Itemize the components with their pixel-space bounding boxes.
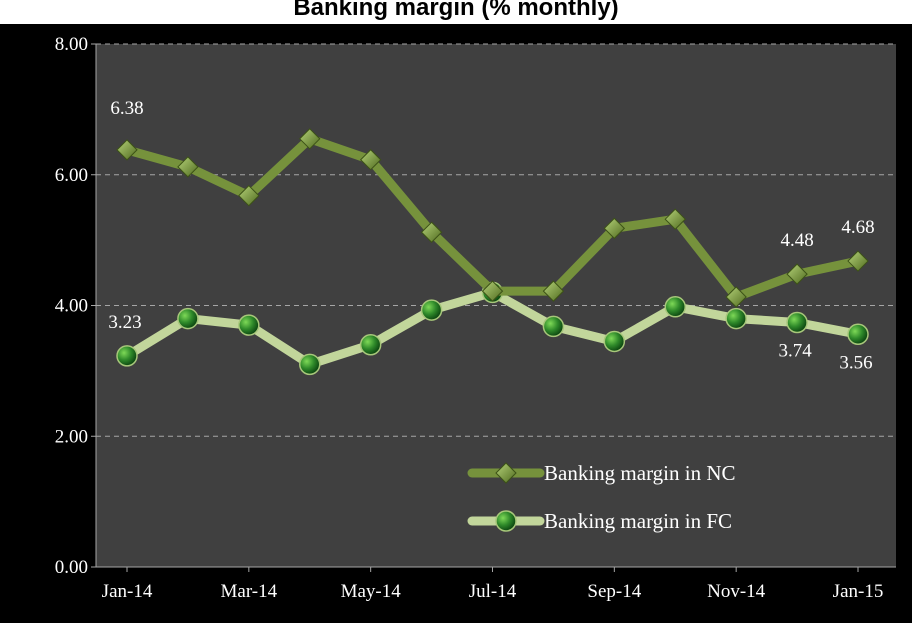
x-tick-label: Jan-14 bbox=[102, 581, 153, 602]
y-tick-label: 8.00 bbox=[55, 34, 88, 55]
data-point bbox=[786, 263, 808, 285]
data-point bbox=[177, 307, 199, 330]
legend-swatch-marker bbox=[495, 510, 517, 532]
data-point bbox=[664, 208, 686, 230]
data-point bbox=[299, 128, 321, 150]
chart-area: 0.00 2.00 4.00 6.00 8.00 Jan-14 Mar-14 May-14 Ju… bbox=[0, 24, 912, 623]
data-label: 3.56 bbox=[839, 352, 872, 373]
x-tick-label: Nov-14 bbox=[707, 581, 766, 602]
data-point bbox=[847, 250, 869, 272]
data-point bbox=[299, 353, 321, 376]
data-point bbox=[116, 345, 138, 367]
legend-label: Banking margin in NC bbox=[544, 461, 736, 485]
y-tick-label: 2.00 bbox=[55, 426, 88, 447]
data-point bbox=[177, 156, 199, 178]
data-point bbox=[481, 280, 504, 302]
line-chart: 0.00 2.00 4.00 6.00 8.00 Jan-14 Mar-14 May-14 Ju… bbox=[55, 34, 896, 602]
data-point bbox=[420, 299, 443, 321]
axes: 0.00 2.00 4.00 6.00 8.00 Jan-14 Mar-14 May-14 Ju… bbox=[55, 34, 896, 602]
data-label: 4.68 bbox=[841, 217, 874, 238]
data-point bbox=[603, 330, 626, 353]
legend: Banking margin in NC Banking margin in FC bbox=[467, 461, 736, 533]
series-nc bbox=[116, 128, 869, 308]
data-point bbox=[359, 149, 382, 171]
x-tick-label: Mar-14 bbox=[221, 581, 278, 602]
y-tick-label: 4.00 bbox=[55, 296, 88, 317]
data-point bbox=[603, 217, 626, 240]
x-tick-label: Sep-14 bbox=[587, 581, 641, 602]
data-point bbox=[420, 221, 443, 243]
y-tick-label: 0.00 bbox=[55, 557, 88, 578]
data-point bbox=[238, 314, 260, 336]
gridlines bbox=[96, 43, 896, 437]
series bbox=[116, 128, 869, 376]
data-label: 3.23 bbox=[108, 312, 141, 333]
chart-title: Banking margin (% monthly) bbox=[293, 0, 619, 21]
x-tick-label: Jul-14 bbox=[469, 581, 517, 602]
data-point bbox=[725, 286, 747, 308]
data-point bbox=[116, 139, 138, 161]
data-point bbox=[238, 184, 260, 207]
data-point bbox=[664, 296, 686, 318]
legend-entry-fc: Banking margin in FC bbox=[467, 509, 732, 533]
data-point bbox=[542, 315, 565, 338]
legend-entry-nc: Banking margin in NC bbox=[467, 461, 736, 485]
data-point bbox=[542, 280, 565, 302]
data-point bbox=[786, 311, 808, 334]
data-label: 6.38 bbox=[110, 98, 143, 119]
data-label: 3.74 bbox=[778, 340, 812, 361]
x-tick-label: May-14 bbox=[341, 581, 402, 602]
y-tick-label: 6.00 bbox=[55, 165, 88, 186]
legend-swatch-marker bbox=[495, 462, 517, 484]
x-tick-label: Jan-15 bbox=[833, 581, 884, 602]
data-point bbox=[847, 323, 869, 346]
data-point bbox=[359, 333, 382, 356]
data-point bbox=[725, 307, 747, 330]
legend-label: Banking margin in FC bbox=[544, 509, 732, 533]
data-labels: 6.38 4.48 4.68 3.23 3.74 3.56 bbox=[108, 98, 874, 373]
data-label: 4.48 bbox=[780, 230, 813, 251]
